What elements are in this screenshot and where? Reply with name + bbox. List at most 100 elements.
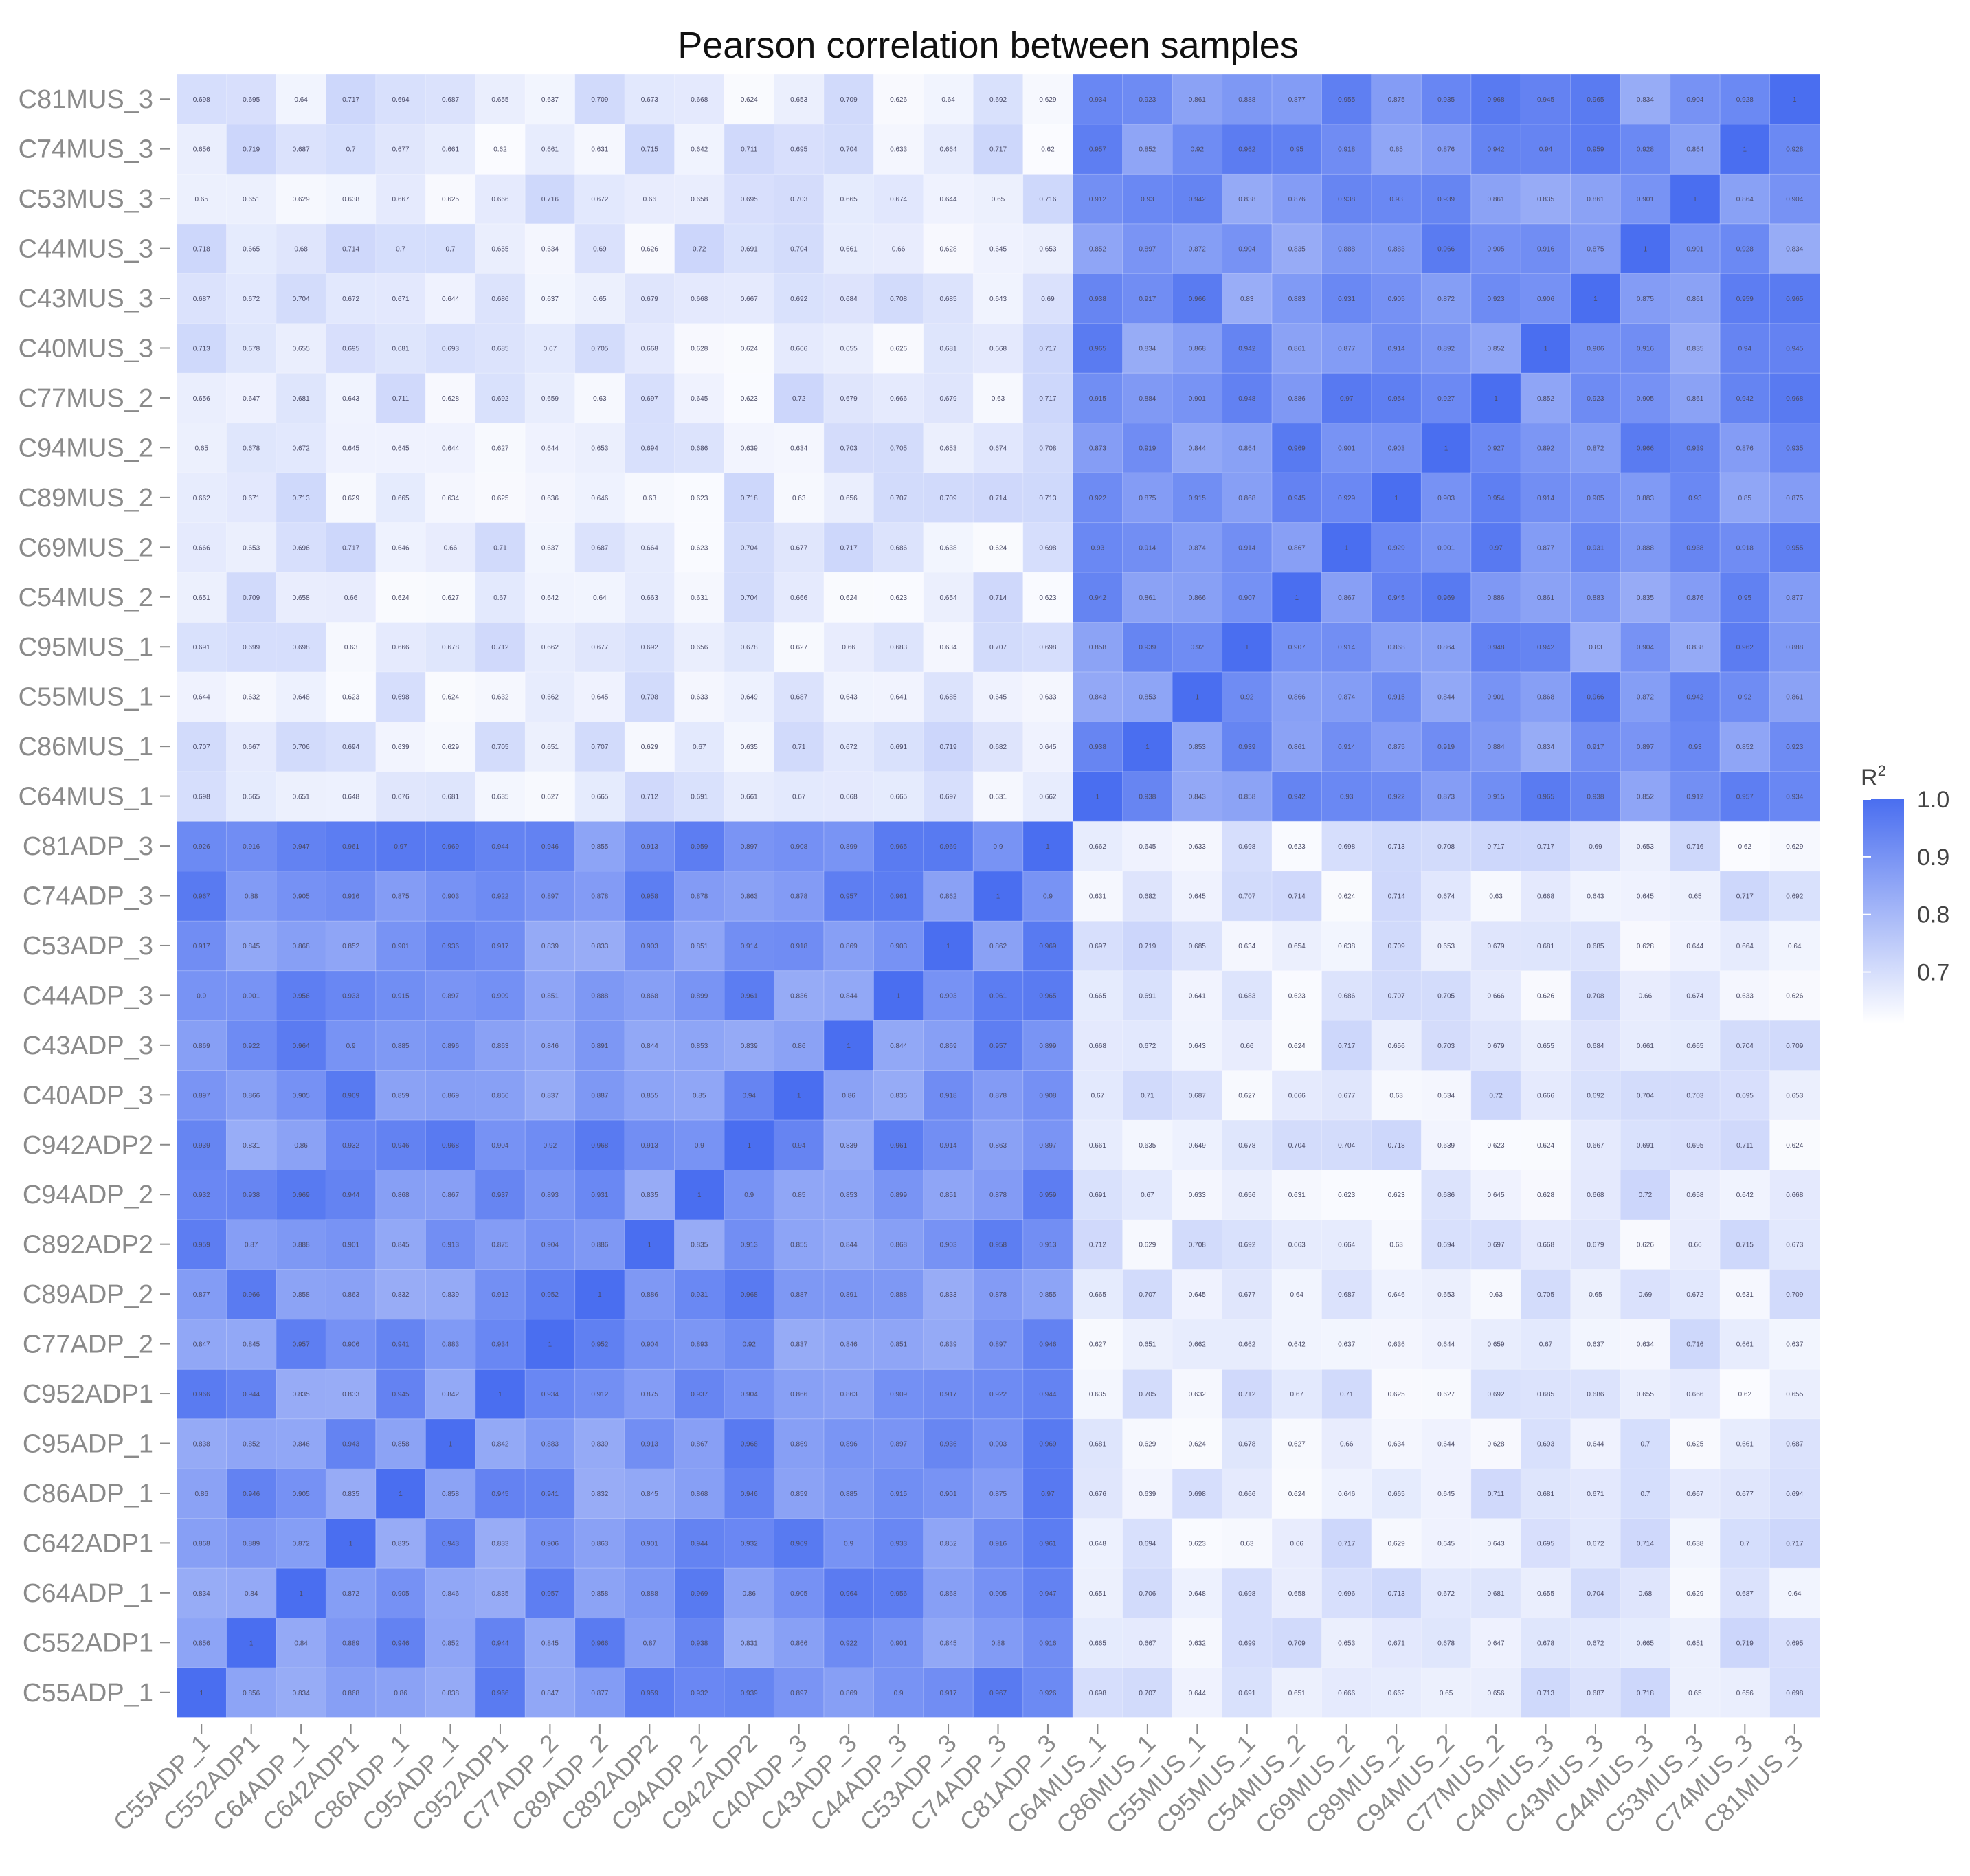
cell-value-label: 0.687 (591, 544, 608, 552)
cell-value-label: 0.959 (1736, 295, 1754, 303)
cell-value-label: 0.643 (1488, 1540, 1505, 1548)
cell-value-label: 0.717 (342, 544, 359, 552)
heatmap-cell (823, 1020, 875, 1071)
heatmap-cell (873, 422, 924, 473)
cell-value-label: 0.966 (1587, 694, 1604, 702)
cell-value-label: 0.878 (989, 1291, 1007, 1299)
y-tick-label: C64MUS_1 (19, 783, 153, 812)
cell-value-label: 0.655 (1786, 1391, 1803, 1398)
cell-value-label: 0.969 (1039, 943, 1056, 950)
cell-value-label: 0.67 (1539, 1341, 1553, 1349)
cell-value-label: 0.84 (245, 1590, 258, 1598)
cell-value-label: 0.629 (1039, 96, 1056, 104)
cell-value-label: 0.897 (193, 1092, 210, 1099)
heatmap-cell (225, 1667, 277, 1719)
cell-value-label: 0.897 (741, 843, 758, 851)
heatmap-cell (674, 1617, 725, 1668)
heatmap-cell (724, 74, 775, 125)
heatmap-cell (176, 1119, 227, 1171)
cell-value-label: 0.653 (1786, 1092, 1803, 1099)
heatmap-cell (375, 472, 427, 524)
cell-value-label: 0.656 (1736, 1690, 1754, 1697)
cell-value-label: 0.672 (1437, 1590, 1455, 1598)
cell-value-label: 0.909 (890, 1391, 907, 1398)
cell-value-label: 0.856 (193, 1640, 210, 1647)
heatmap-cell (1072, 1119, 1123, 1171)
cell-value-label: 0.665 (1686, 1042, 1703, 1050)
heatmap-cell (923, 1468, 974, 1519)
cell-value-label: 0.637 (541, 544, 559, 552)
heatmap-cell (325, 1468, 377, 1519)
heatmap-cell (475, 1418, 526, 1469)
heatmap-cell (923, 1119, 974, 1171)
cell-value-label: 0.694 (1139, 1540, 1156, 1548)
heatmap-cell (1022, 472, 1074, 524)
cell-value-label: 0.634 (1388, 1441, 1405, 1449)
cell-value-label: 0.877 (1338, 346, 1355, 353)
cell-value-label: 0.94 (1738, 346, 1752, 353)
cell-value-label: 0.623 (1189, 1540, 1206, 1548)
heatmap-cell (923, 273, 974, 324)
heatmap-cell (674, 522, 725, 573)
cell-value-label: 0.704 (741, 544, 758, 552)
cell-value-label: 0.656 (1488, 1690, 1505, 1697)
cell-value-label: 0.901 (1488, 694, 1505, 702)
heatmap-cell (923, 870, 974, 922)
cell-value-label: 0.966 (243, 1291, 260, 1299)
cell-value-label: 0.717 (1537, 843, 1554, 851)
cell-value-label: 0.708 (1587, 992, 1604, 1000)
cell-value-label: 0.919 (1437, 744, 1455, 751)
heatmap-cell (574, 74, 626, 125)
cell-value-label: 0.957 (840, 893, 858, 901)
heatmap-cell (674, 1667, 725, 1719)
cell-value-label: 0.938 (691, 1640, 708, 1647)
cell-value-label: 0.872 (1587, 445, 1604, 452)
cell-value-label: 0.933 (342, 992, 359, 1000)
y-tick-label: C642ADP1 (23, 1529, 153, 1558)
heatmap-cell (823, 621, 875, 673)
cell-value-label: 0.876 (1736, 445, 1754, 452)
cell-value-label: 0.687 (790, 694, 807, 702)
cell-value-label: 1 (1793, 96, 1797, 104)
cell-value-label: 0.626 (890, 96, 907, 104)
cell-value-label: 0.645 (1139, 843, 1156, 851)
cell-value-label: 0.624 (392, 594, 410, 602)
heatmap-cell (225, 870, 277, 922)
cell-value-label: 0.645 (989, 694, 1007, 702)
cell-value-label: 0.626 (641, 246, 658, 254)
heatmap-cell (724, 621, 775, 673)
cell-value-label: 0.63 (992, 395, 1005, 403)
heatmap-cell (276, 572, 327, 623)
cell-value-label: 0.945 (1288, 495, 1306, 502)
cell-value-label: 0.939 (1139, 644, 1156, 651)
cell-value-label: 0.883 (541, 1441, 559, 1449)
cell-value-label: 0.914 (940, 1142, 957, 1150)
cell-value-label: 0.863 (989, 1142, 1007, 1150)
cell-value-label: 0.708 (641, 694, 658, 702)
cell-value-label: 0.946 (392, 1142, 410, 1150)
heatmap-cell (674, 1218, 725, 1270)
cell-value-label: 0.922 (243, 1042, 260, 1050)
cell-value-label: 0.845 (392, 1242, 410, 1249)
y-tick-label: C74MUS_3 (19, 135, 153, 164)
y-tick-label: C54MUS_2 (19, 583, 153, 612)
cell-value-label: 0.665 (1388, 1490, 1405, 1498)
cell-value-label: 0.903 (1437, 495, 1455, 502)
cell-value-label: 0.867 (1288, 544, 1306, 552)
cell-value-label: 0.959 (1039, 1192, 1056, 1199)
heatmap-cell (524, 1418, 576, 1469)
cell-value-label: 0.918 (790, 943, 807, 950)
heatmap-cell (176, 572, 227, 623)
cell-value-label: 0.883 (1587, 594, 1604, 602)
heatmap-cell (972, 422, 1024, 473)
cell-value-label: 0.839 (840, 1142, 858, 1150)
heatmap-cell (823, 721, 875, 772)
heatmap-cell (972, 770, 1024, 822)
cell-value-label: 0.661 (1736, 1341, 1754, 1349)
cell-value-label: 0.695 (243, 96, 260, 104)
cell-value-label: 0.661 (1637, 1042, 1654, 1050)
heatmap-cell (225, 173, 277, 225)
cell-value-label: 0.655 (1537, 1590, 1554, 1598)
cell-value-label: 0.64 (1788, 943, 1802, 950)
cell-value-label: 0.693 (442, 346, 459, 353)
